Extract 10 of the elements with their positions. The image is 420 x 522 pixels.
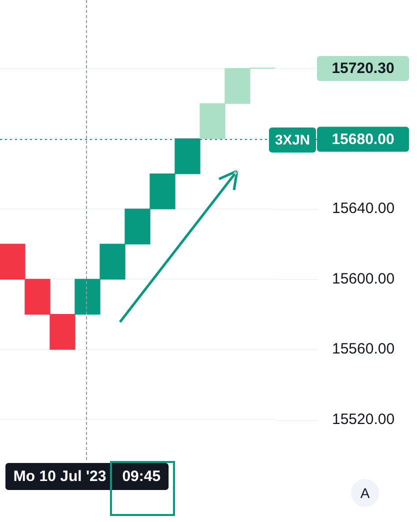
- text: A: [360, 484, 370, 501]
- y-tick-label: 15640.00: [332, 200, 395, 218]
- text: Mo 10 Jul '23: [13, 468, 106, 486]
- y-tick-label: 15520.00: [332, 410, 395, 428]
- text: 15680.00: [332, 130, 394, 148]
- text: 09:45: [122, 468, 161, 486]
- y-tick-label: 15600.00: [332, 270, 395, 288]
- text: 15720.30: [332, 60, 394, 78]
- y-tick-label: 15560.00: [332, 340, 395, 358]
- ref-line-label: 3XJN: [274, 131, 310, 148]
